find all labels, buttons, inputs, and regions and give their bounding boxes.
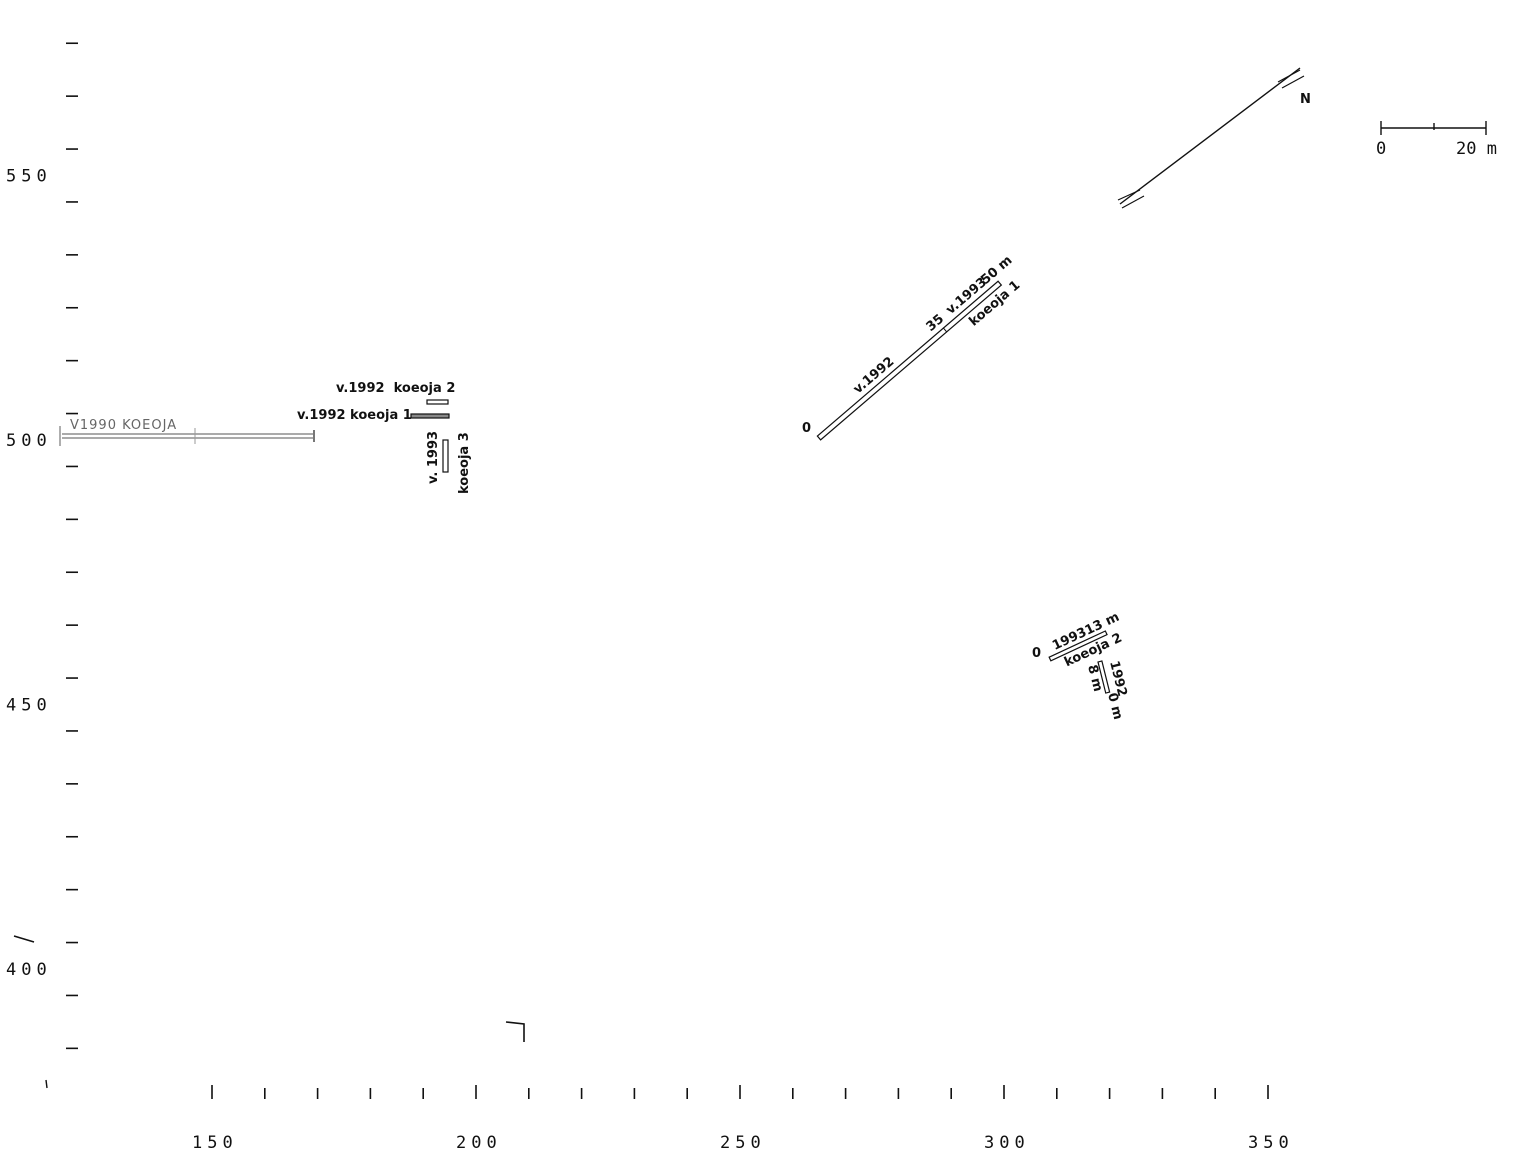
small-trench-1992 [1097,660,1111,694]
x-axis-labels: 150 200 250 300 350 [192,1133,1294,1153]
y-tick-label: 500 [6,431,52,451]
left-trench-group: v.1992 koeoja 2 v.1992 koeoja 1 v. 1993 … [297,381,472,494]
left-koeoja1-label: v.1992 koeoja 1 [297,408,412,423]
scale-end-label: 20 m [1456,139,1497,159]
diagonal-trench [816,280,1003,441]
corner-marks [13,935,525,1089]
x-tick-label: 300 [984,1133,1030,1153]
y-axis-labels: 550 500 450 400 [6,167,52,981]
y-tick-label: 400 [6,960,52,980]
left-v1993-label: v. 1993 [426,431,441,484]
y-tick-label: 550 [6,167,52,187]
x-tick-label: 250 [720,1133,766,1153]
north-label: N [1300,92,1311,107]
y-tick-label: 450 [6,696,52,716]
trench-1992-koeoja1 [410,413,450,419]
small-trench-group: 1993 13 m koeoja 2 0 8 m 1992 0 m [1032,610,1129,722]
diagonal-trench-group: v.1992 35 v.1993 50 m koeoja 1 0 [802,253,1023,441]
trench-1992-koeoja2 [426,399,449,405]
trench-1990: V1990 KOEOJA [59,418,315,446]
small-8m-label: 8 m [1084,663,1105,693]
x-tick-label: 150 [192,1133,238,1153]
small-0m-label: 0 m [1104,691,1125,721]
left-koeoja3-label: koeoja 3 [457,432,472,494]
handwritten-note: V1990 KOEOJA [70,418,177,433]
y-axis-ticks [66,42,78,1050]
x-tick-label: 350 [1248,1133,1294,1153]
small-trench-1993 [1048,630,1108,662]
x-tick-label: 200 [456,1133,502,1153]
trench-1993-koeoja3 [442,439,449,473]
x-axis-ticks [211,1085,1269,1099]
scale-start-label: 0 [1376,139,1387,159]
scale-bar: 0 20 m [1376,121,1497,159]
small-zero-label: 0 [1032,646,1041,661]
diagonal-zero-label: 0 [802,421,811,436]
north-arrow: N [1117,67,1311,209]
left-koeoja2-label: v.1992 koeoja 2 [336,381,455,396]
